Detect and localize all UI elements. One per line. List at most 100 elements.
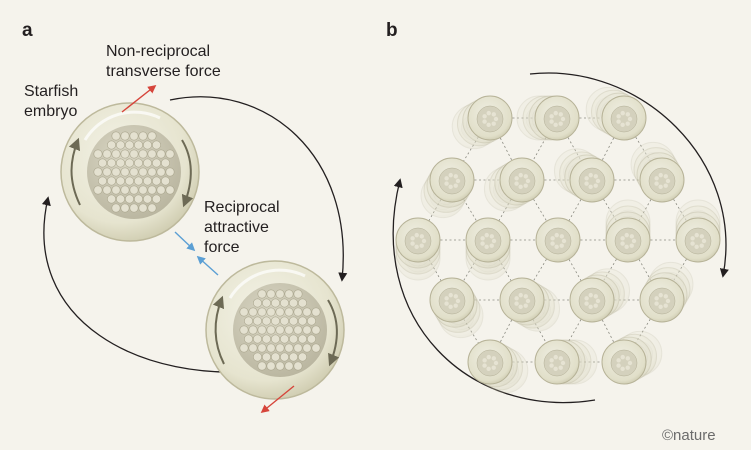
yolk-bump [111, 185, 121, 195]
embryo-cell [429, 277, 475, 323]
yolk-bump [257, 343, 267, 353]
embryo-cell [534, 339, 580, 385]
embryo-label-line1: Starfish [24, 83, 78, 100]
yolk-bump [138, 203, 148, 213]
embryo-cell [605, 217, 651, 263]
yolk-bump [120, 131, 130, 141]
yolk-bump [138, 167, 148, 177]
embryo-cell [535, 217, 581, 263]
yolk-bump [111, 167, 121, 177]
yolk-bump [253, 334, 263, 344]
attractive-label-line3: force [204, 239, 240, 256]
yolk-bump [239, 325, 249, 335]
yolk-bump [129, 149, 139, 159]
attractive-force-arrow-2 [196, 255, 219, 276]
yolk-bump [293, 307, 303, 317]
yolk-bump [275, 343, 285, 353]
yolk-bump [147, 149, 157, 159]
transverse-force-arrow-bottom [260, 385, 295, 414]
yolk-bump [288, 352, 298, 362]
yolk-bump [266, 289, 276, 299]
lattice-line [451, 117, 491, 181]
yolk-bump [129, 167, 139, 177]
yolk-bump [147, 185, 157, 195]
yolk-bump [134, 140, 144, 150]
embryo-cell [395, 217, 441, 263]
cluster-rotation-arrow-right [529, 72, 729, 278]
yolk-bump [311, 307, 321, 317]
yolk-bump [93, 149, 103, 159]
yolk-bump [129, 203, 139, 213]
yolk-bump [116, 140, 126, 150]
yolk-bump [297, 352, 307, 362]
yolk-bump [257, 307, 267, 317]
yolk-bump [107, 176, 117, 186]
yolk-bump [138, 131, 148, 141]
yolk-bump [152, 176, 162, 186]
yolk-bump [288, 316, 298, 326]
yolk-bump [257, 325, 267, 335]
yolk-bump [293, 361, 303, 371]
yolk-cells-1 [93, 131, 175, 213]
yolk-bump [98, 176, 108, 186]
cluster-rotation-arrow-left [392, 178, 596, 404]
yolk-bump [120, 167, 130, 177]
orbit-arrow-left [41, 196, 269, 373]
yolk-bump [147, 167, 157, 177]
yolk-bump [275, 307, 285, 317]
spin-arrow-2-left [212, 295, 225, 365]
yolk-bump [257, 289, 267, 299]
embryo-cell [601, 95, 647, 141]
yolk-bump [257, 361, 267, 371]
yolk-bump [279, 352, 289, 362]
yolk-bump [93, 167, 103, 177]
attractive-force-arrow-1 [174, 231, 196, 252]
yolk-bump [143, 176, 153, 186]
yolk-bump [284, 289, 294, 299]
yolk-bump [125, 140, 135, 150]
yolk-bump [134, 158, 144, 168]
transverse-label-line1: Non-reciprocal [106, 43, 210, 60]
yolk-bump [293, 343, 303, 353]
yolk-bump [279, 316, 289, 326]
transverse-label-line2: transverse force [106, 63, 221, 80]
yolk-bump [165, 185, 175, 195]
yolk-bump [143, 140, 153, 150]
spin-arrow-2-right [327, 299, 340, 367]
yolk-bump [261, 316, 271, 326]
yolk-bump [152, 158, 162, 168]
embryo-cell [499, 277, 545, 323]
yolk-bump [120, 203, 130, 213]
yolk-bump [138, 185, 148, 195]
embryo-cell [569, 277, 615, 323]
yolk-bump [288, 334, 298, 344]
yolk-bump [261, 352, 271, 362]
yolk-bump [279, 334, 289, 344]
yolk-bump [98, 158, 108, 168]
yolk-bump [125, 158, 135, 168]
yolk-bump [244, 316, 254, 326]
yolk-bump [111, 149, 121, 159]
yolk-bump [266, 325, 276, 335]
yolk-bump [275, 361, 285, 371]
yolk-bump [152, 194, 162, 204]
embryo-cell [675, 217, 721, 263]
yolk-bump [147, 203, 157, 213]
yolk-bump [270, 298, 280, 308]
yolk-bump [161, 176, 171, 186]
yolk-bump [107, 158, 117, 168]
lattice-line [623, 299, 663, 363]
yolk-bump [239, 307, 249, 317]
yolk-bump [311, 343, 321, 353]
yolk-bump [107, 194, 117, 204]
nature-credit: ©nature [662, 427, 716, 444]
yolk-bump [239, 343, 249, 353]
yolk-bump [253, 316, 263, 326]
yolk-bump [293, 289, 303, 299]
yolk-bump [253, 352, 263, 362]
yolk-bump [165, 149, 175, 159]
starfish-embryo-2 [205, 260, 345, 400]
embryo-cell [534, 95, 580, 141]
orbit-arrow-right [169, 96, 348, 282]
